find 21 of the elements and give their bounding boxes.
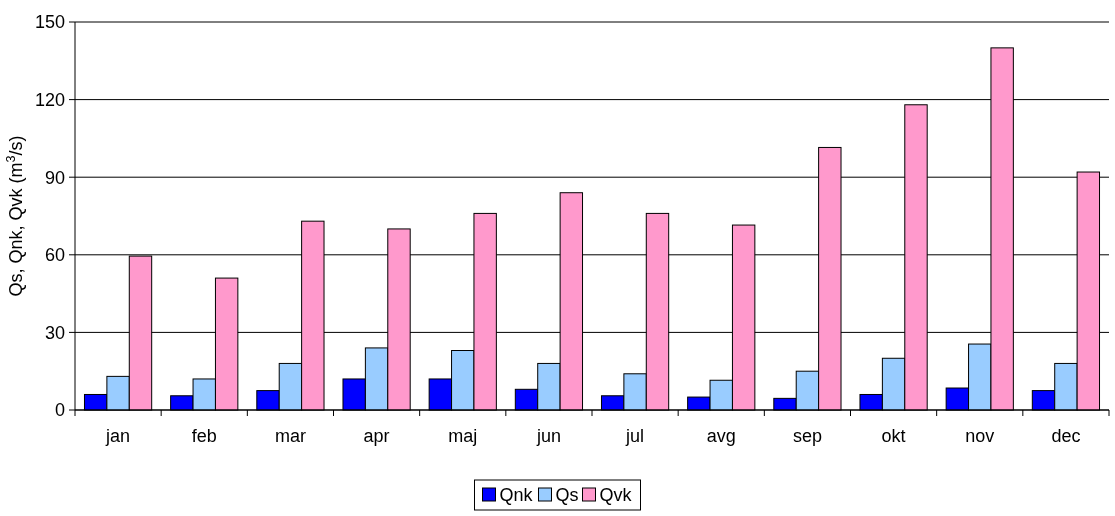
x-tick-label: dec	[1051, 426, 1081, 446]
x-tick-label: nov	[965, 426, 995, 446]
x-tick-label: jan	[105, 426, 131, 446]
y-tick-label: 120	[34, 89, 65, 110]
x-tick-label: apr	[363, 426, 390, 446]
legend-label: Qvk	[599, 485, 633, 506]
x-tick-label: avg	[706, 426, 736, 446]
y-tick-label: 90	[44, 167, 65, 188]
y-tick-label: 150	[34, 12, 65, 33]
x-tick-label: sep	[792, 426, 822, 446]
x-tick-label: mar	[274, 426, 306, 446]
legend-label: Qs	[555, 485, 579, 506]
y-tick-label: 30	[44, 322, 65, 343]
x-tick-label: maj	[448, 426, 478, 446]
x-tick-label: feb	[191, 426, 217, 446]
legend-label: Qnk	[499, 485, 534, 506]
y-tick-label: 60	[44, 245, 65, 266]
x-tick-label: jul	[625, 426, 645, 446]
x-tick-label: jun	[535, 426, 561, 446]
x-tick-label: okt	[881, 426, 906, 446]
y-tick-label: 0	[54, 400, 65, 421]
